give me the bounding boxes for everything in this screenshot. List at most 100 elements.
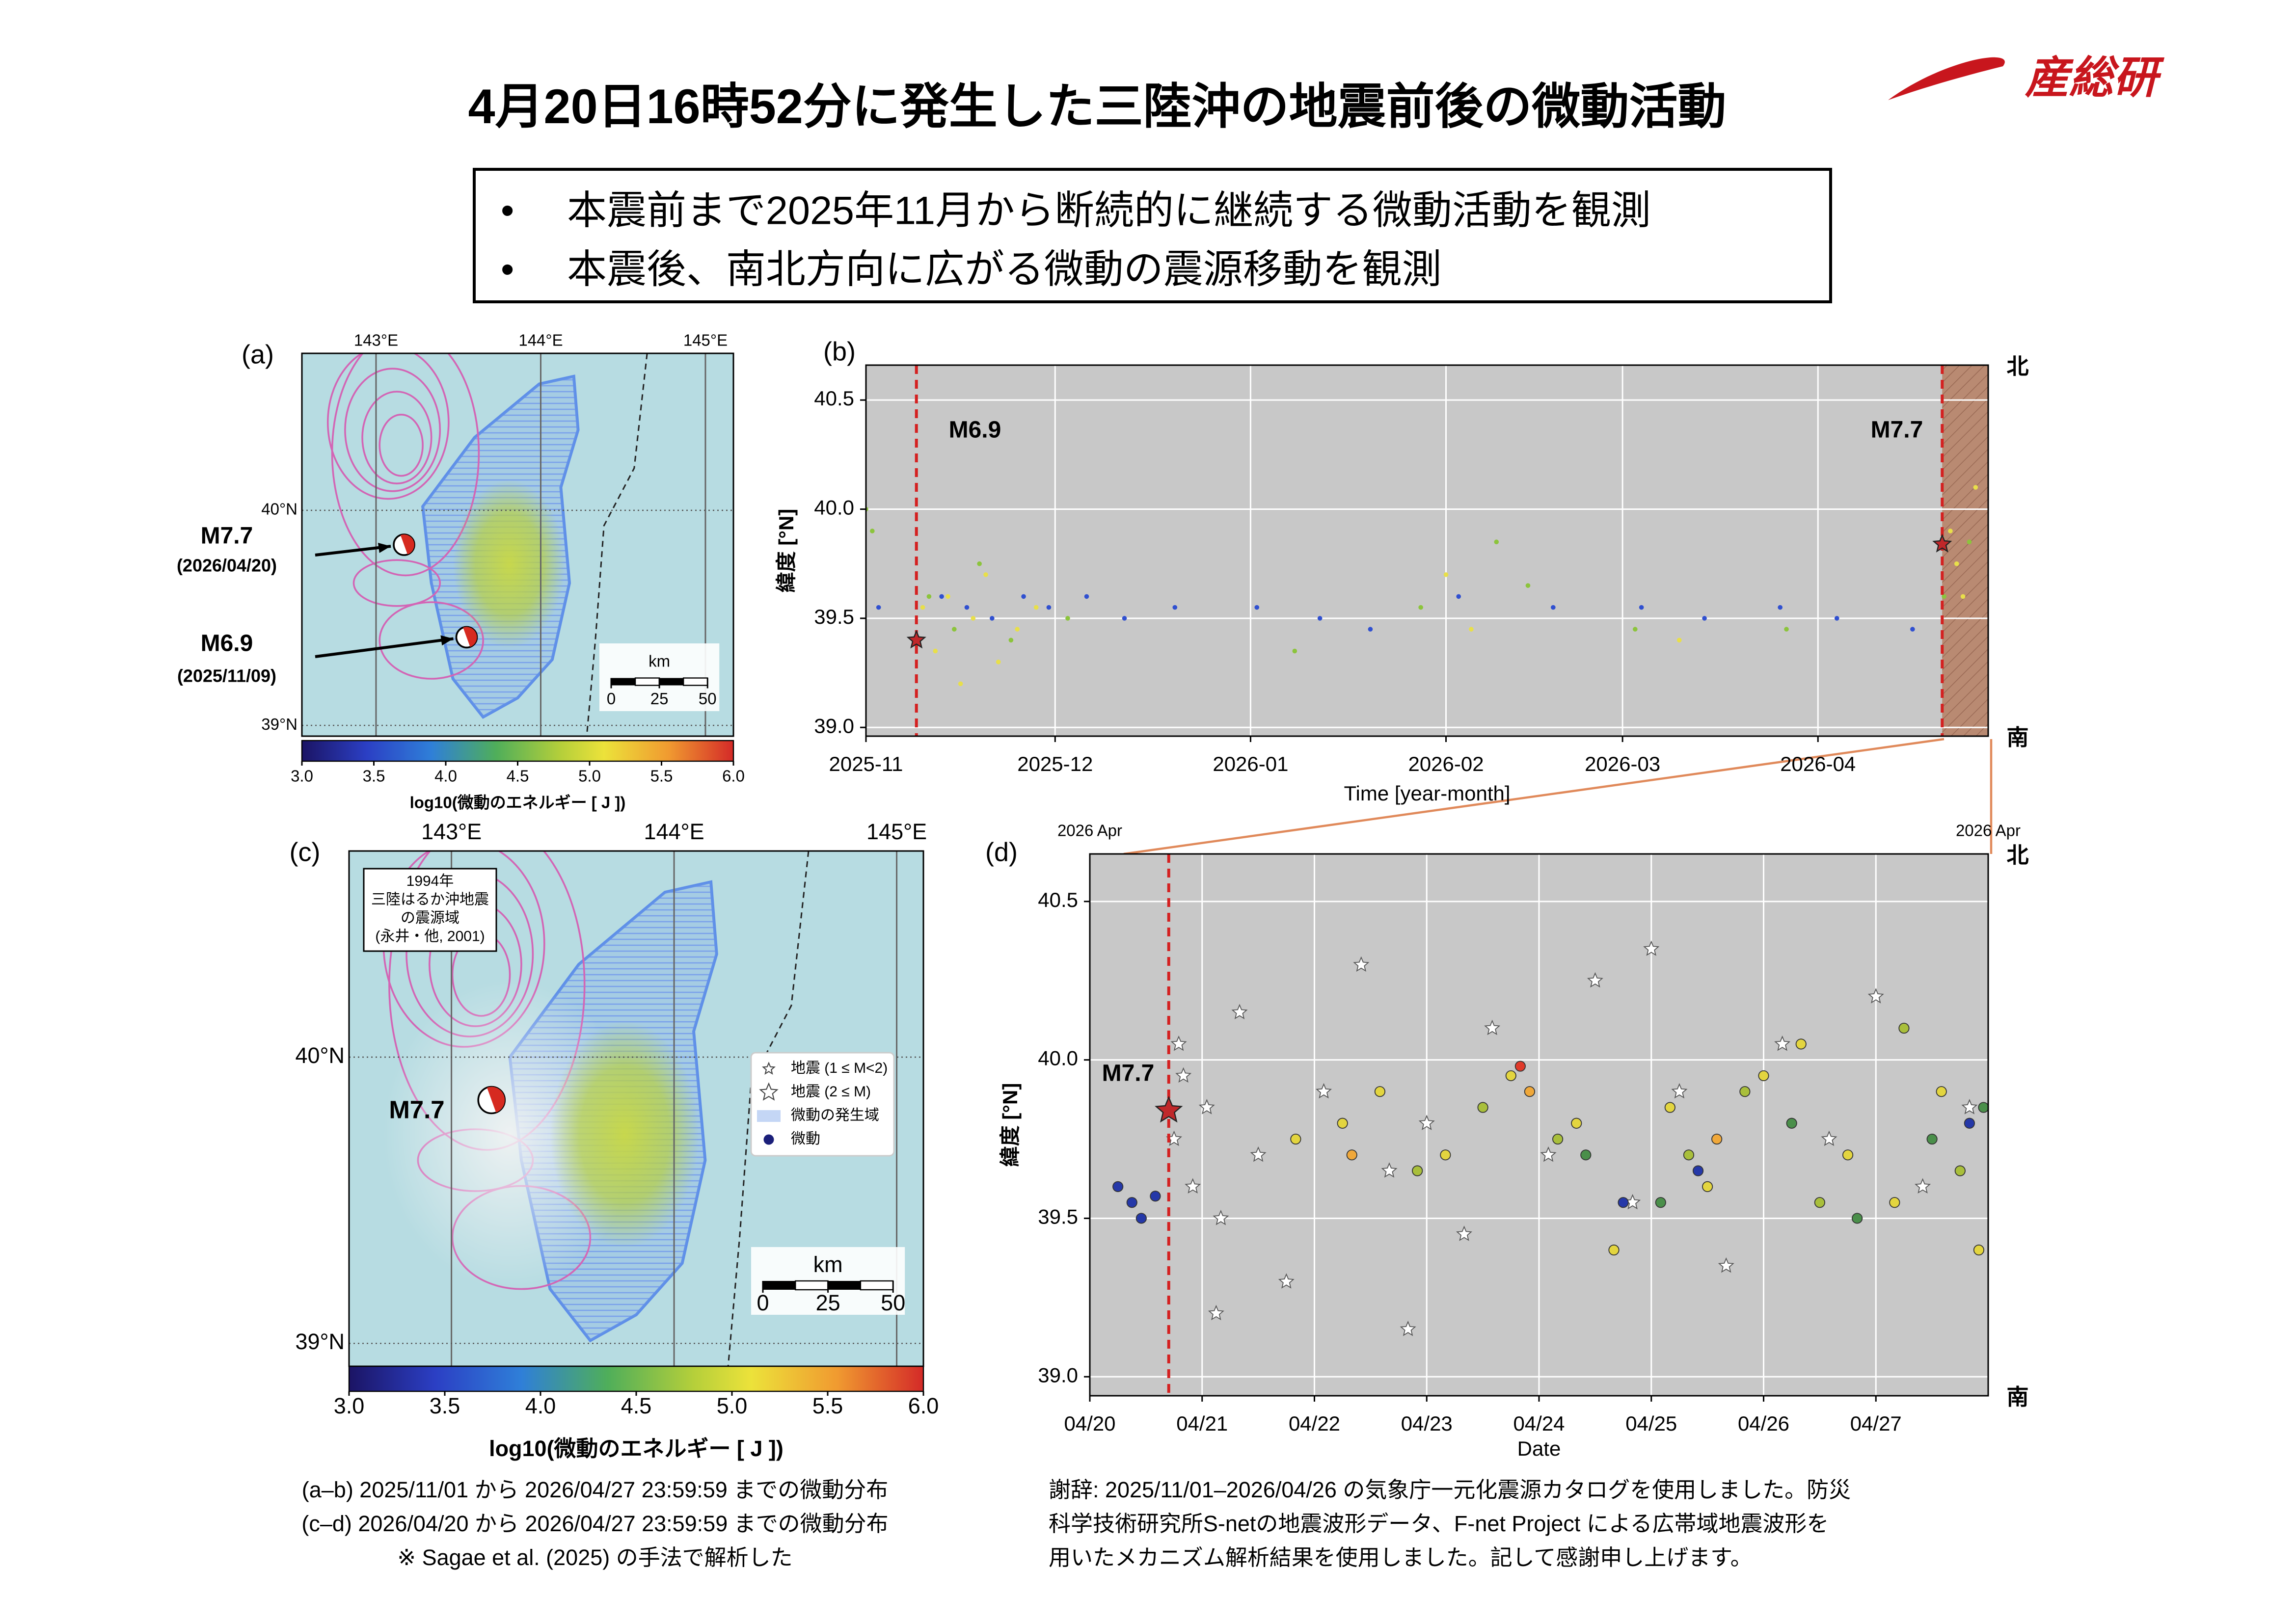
- plot-frame: [865, 364, 1989, 737]
- lon-label: 145°E: [683, 331, 728, 349]
- panel-label: (c): [290, 837, 321, 867]
- tremor-cloud: [453, 479, 566, 648]
- scalebar-segment: [795, 1280, 829, 1291]
- caption: ※ Sagae et al. (2025) の手法で解析した: [397, 1545, 792, 1570]
- tremor: [951, 627, 957, 632]
- focal-mechanism-quadrant: [463, 627, 477, 647]
- trench: [586, 353, 648, 736]
- tremor: [876, 605, 881, 610]
- tremor: [1505, 1070, 1516, 1082]
- tremor: [933, 648, 938, 654]
- x-tick-label: 2026-02: [1408, 752, 1484, 775]
- x-tick-label: 2025-12: [1017, 752, 1093, 775]
- scalebar-segment: [659, 678, 684, 686]
- tremor: [964, 605, 970, 610]
- tremor: [1948, 529, 1953, 533]
- earthquake: [1208, 1304, 1224, 1321]
- tremor: [1524, 1086, 1536, 1097]
- colorbar-tick-label: 3.0: [291, 767, 313, 785]
- plot-frame: [1089, 853, 1989, 1397]
- earthquake: [1170, 1036, 1187, 1051]
- lon-label: 144°E: [518, 331, 563, 349]
- y-tick-label: 39.5: [814, 605, 854, 628]
- title: 4月20日16時52分に発生した三陸沖の地震前後の微動活動: [468, 79, 1726, 133]
- tremor: [996, 659, 1001, 665]
- tremor: [1692, 1165, 1704, 1176]
- lat-label: 40°N: [295, 1043, 345, 1068]
- colorbar: [348, 1365, 924, 1392]
- x-tick-label: 04/22: [1289, 1412, 1340, 1435]
- tremor: [1967, 539, 1972, 545]
- logo: 産総研: [2025, 53, 2165, 103]
- panel-label: (a): [242, 340, 274, 369]
- tremor: [1418, 605, 1423, 610]
- event-label: M6.9: [949, 417, 1001, 443]
- y-axis-title: 緯度 [°N]: [999, 1083, 1022, 1167]
- colorbar-tick-label: 4.0: [434, 767, 457, 785]
- earthquake: [1540, 1146, 1557, 1162]
- legend-label: 地震 (2 ≤ M): [791, 1084, 871, 1100]
- earthquake: [1915, 1178, 1931, 1194]
- logo-swoosh: [1888, 57, 2005, 100]
- tremor: [1795, 1038, 1807, 1050]
- tremor: [945, 594, 950, 599]
- tremor: [1337, 1117, 1348, 1129]
- x-tick-label: 2025-11: [829, 752, 903, 775]
- mainshock: [1155, 1095, 1183, 1123]
- scalebar-label: 0: [756, 1290, 769, 1315]
- tremor: [1317, 616, 1323, 621]
- bullet-dot: •: [501, 248, 514, 291]
- scalebar-segment: [828, 1280, 861, 1290]
- tremor: [1477, 1102, 1488, 1113]
- earthquake: [1250, 1146, 1267, 1162]
- lon-label: 143°E: [421, 819, 482, 844]
- tremor: [1552, 1133, 1564, 1145]
- tremor: [1786, 1117, 1797, 1129]
- tremor: [1443, 572, 1449, 577]
- tremor: [1711, 1133, 1723, 1145]
- x-tick-label: 04/24: [1513, 1412, 1565, 1435]
- scalebar-label: 25: [650, 690, 669, 708]
- tremor: [1942, 594, 1946, 599]
- earthquake: [1484, 1019, 1501, 1036]
- x-tick-label: 04/26: [1738, 1412, 1789, 1435]
- tremor: [1778, 605, 1783, 610]
- tremor: [1135, 1213, 1147, 1224]
- colorbar-tick-label: 5.0: [578, 767, 601, 785]
- scalebar-label: 25: [816, 1290, 840, 1315]
- x-tick-label: 2026-03: [1585, 752, 1660, 775]
- tremor: [1973, 1244, 1985, 1256]
- tremor: [1292, 648, 1297, 654]
- y-tick-label: 40.5: [814, 387, 854, 410]
- y-tick-label: 40.5: [1038, 888, 1078, 911]
- tremor: [1008, 638, 1014, 643]
- earthquake: [1418, 1115, 1435, 1130]
- colorbar-tick-label: 5.5: [650, 767, 673, 785]
- tremor: [1639, 605, 1644, 610]
- tremor: [926, 594, 932, 599]
- scalebar-label: 50: [881, 1290, 905, 1315]
- panel-label: (b): [823, 337, 856, 366]
- y-tick-label: 40.0: [1038, 1047, 1078, 1070]
- tremor: [971, 616, 976, 621]
- event-date: (2026/04/20): [177, 555, 277, 575]
- tremor: [1978, 1102, 1988, 1113]
- tremor: [1898, 1022, 1910, 1034]
- earthquake: [1278, 1273, 1295, 1289]
- y-axis-title: 緯度 [°N]: [775, 509, 798, 593]
- tremor: [1702, 616, 1707, 621]
- lat-label: 39°N: [295, 1329, 345, 1354]
- colorbar-label: log10(微動のエネルギー [ J ]): [489, 1436, 783, 1461]
- x-tick-label: 04/23: [1401, 1412, 1453, 1435]
- source-contour: [361, 391, 432, 484]
- tremor: [1814, 1197, 1825, 1208]
- lon-label: 144°E: [644, 819, 704, 844]
- mainshock: [1932, 533, 1952, 553]
- source-contour: [352, 559, 441, 607]
- lat-label: 40°N: [261, 500, 297, 518]
- corner-label: 2026 Apr: [1956, 822, 2021, 840]
- earthquake: [1821, 1130, 1837, 1146]
- colorbar-tick-label: 5.0: [717, 1393, 748, 1418]
- tremor: [1046, 605, 1052, 610]
- x-tick-label: 04/20: [1064, 1412, 1115, 1435]
